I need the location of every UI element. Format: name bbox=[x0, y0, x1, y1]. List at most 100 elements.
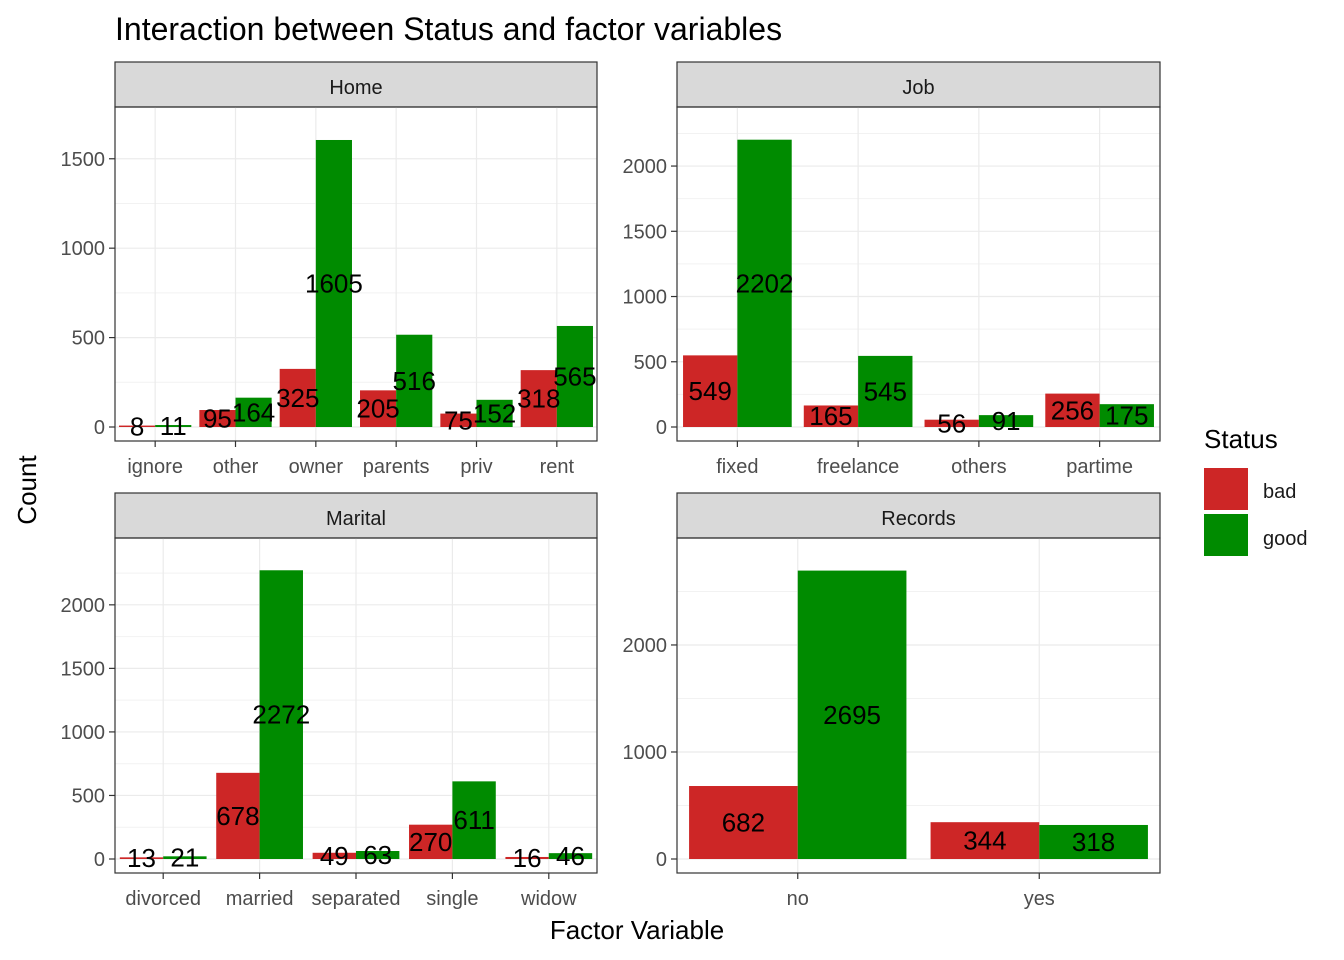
bar-bad-rent bbox=[520, 370, 557, 427]
bar-bad-no bbox=[689, 786, 798, 859]
y-tick-label: 500 bbox=[72, 785, 105, 807]
y-tick-label: 0 bbox=[94, 849, 105, 871]
bar-bad-divorced bbox=[119, 857, 164, 859]
bar-label-good-partime: 175 bbox=[1105, 401, 1148, 431]
bar-label-bad-other: 95 bbox=[203, 404, 232, 434]
bar-good-parents bbox=[396, 334, 433, 427]
x-tick-label: ignore bbox=[127, 456, 183, 478]
y-tick-label: 2000 bbox=[623, 156, 668, 178]
panel-border bbox=[114, 106, 598, 442]
bar-bad-others bbox=[924, 419, 979, 427]
chart-title: Interaction between Status and factor va… bbox=[115, 11, 782, 47]
bar-good-divorced bbox=[163, 856, 207, 859]
panel-strip bbox=[114, 61, 598, 108]
panel-strip-label: Job bbox=[902, 77, 934, 99]
bar-bad-owner bbox=[279, 368, 316, 427]
bar-label-bad-freelance: 165 bbox=[809, 401, 852, 431]
bar-label-bad-single: 270 bbox=[409, 827, 452, 857]
x-tick-label: others bbox=[951, 456, 1007, 478]
legend-label-bad: bad bbox=[1263, 481, 1296, 503]
bar-label-bad-divorced: 13 bbox=[127, 843, 156, 873]
bar-label-good-owner: 1605 bbox=[305, 268, 363, 298]
bar-good-married bbox=[259, 570, 303, 859]
x-tick-label: fixed bbox=[716, 456, 758, 478]
panel-strip-label: Home bbox=[329, 77, 382, 99]
bar-label-good-ignore: 11 bbox=[160, 411, 187, 441]
bar-good-freelance bbox=[858, 355, 913, 427]
y-tick-label: 0 bbox=[656, 417, 667, 439]
x-tick-label: single bbox=[426, 888, 478, 910]
bar-label-good-priv: 152 bbox=[473, 398, 516, 428]
bar-good-yes bbox=[1039, 824, 1148, 859]
panel-strip-label: Marital bbox=[326, 508, 386, 530]
bar-label-good-no: 2695 bbox=[823, 700, 881, 730]
bar-bad-separated bbox=[312, 852, 356, 859]
bar-label-bad-parents: 205 bbox=[356, 394, 399, 424]
bar-bad-other bbox=[199, 410, 236, 427]
x-tick-label: partime bbox=[1066, 456, 1133, 478]
y-tick-label: 0 bbox=[656, 849, 667, 871]
legend: Status bad good bbox=[1204, 424, 1308, 556]
bar-bad-priv bbox=[440, 413, 477, 427]
x-tick-label: separated bbox=[312, 888, 401, 910]
y-tick-label: 1000 bbox=[623, 287, 668, 309]
bar-good-separated bbox=[356, 850, 400, 859]
bar-label-bad-owner: 325 bbox=[276, 383, 319, 413]
bar-label-good-other: 164 bbox=[232, 397, 275, 427]
x-tick-label: parents bbox=[363, 456, 430, 478]
bar-label-bad-separated: 49 bbox=[320, 841, 349, 871]
bar-label-bad-partime: 256 bbox=[1051, 395, 1094, 425]
y-tick-label: 1000 bbox=[61, 722, 106, 744]
bar-label-bad-yes: 344 bbox=[963, 826, 1006, 856]
x-tick-label: widow bbox=[520, 888, 577, 910]
bar-good-partime bbox=[1099, 404, 1154, 427]
panel-strip bbox=[114, 492, 598, 539]
panel-strip-label: Records bbox=[881, 508, 955, 530]
bar-label-bad-married: 678 bbox=[216, 801, 259, 831]
y-tick-label: 0 bbox=[94, 417, 105, 439]
bar-label-good-freelance: 545 bbox=[864, 376, 907, 406]
x-tick-label: yes bbox=[1024, 888, 1055, 910]
panel-border bbox=[676, 537, 1161, 874]
bar-bad-widow bbox=[505, 856, 549, 859]
x-tick-label: no bbox=[787, 888, 809, 910]
legend-key-good bbox=[1204, 514, 1248, 556]
panel-border bbox=[676, 106, 1161, 442]
bar-label-good-single: 611 bbox=[453, 805, 494, 835]
x-tick-label: other bbox=[213, 456, 259, 478]
bar-label-good-yes: 318 bbox=[1072, 827, 1115, 857]
bar-label-good-parents: 516 bbox=[393, 366, 436, 396]
bar-bad-married bbox=[216, 772, 260, 859]
panel-marital: Marital 0 500 1000 1500 2000 13 21 678 2272 49 63 27… bbox=[61, 492, 598, 910]
bar-bad-ignore bbox=[119, 425, 156, 427]
bar-good-single bbox=[452, 781, 496, 859]
legend-label-good: good bbox=[1263, 528, 1308, 550]
bar-bad-parents bbox=[360, 390, 397, 427]
bar-good-fixed bbox=[737, 139, 792, 427]
y-tick-label: 1500 bbox=[61, 658, 106, 680]
bar-label-bad-others: 56 bbox=[937, 408, 966, 438]
bar-label-good-fixed: 2202 bbox=[736, 268, 794, 298]
bar-bad-single bbox=[409, 824, 453, 859]
panel-strip bbox=[676, 61, 1161, 108]
y-tick-label: 500 bbox=[72, 328, 105, 350]
bar-good-no bbox=[797, 570, 907, 859]
bar-label-bad-priv: 75 bbox=[444, 405, 473, 435]
bar-good-widow bbox=[548, 853, 593, 859]
y-tick-label: 1500 bbox=[623, 221, 668, 243]
legend-key-bad bbox=[1204, 468, 1248, 510]
bar-label-bad-no: 682 bbox=[722, 808, 765, 838]
bar-label-bad-ignore: 8 bbox=[130, 411, 144, 441]
bar-bad-partime bbox=[1045, 393, 1100, 427]
bar-label-good-divorced: 21 bbox=[170, 843, 199, 873]
bar-good-priv bbox=[476, 399, 513, 427]
bar-label-good-others: 91 bbox=[992, 406, 1021, 436]
x-tick-label: rent bbox=[540, 456, 575, 478]
bar-good-other bbox=[235, 397, 272, 427]
bar-label-bad-widow: 16 bbox=[513, 843, 542, 873]
panel-job: Job 0 500 1000 1500 2000 549 2202 165 545 56 91 256 1… bbox=[623, 61, 1161, 478]
